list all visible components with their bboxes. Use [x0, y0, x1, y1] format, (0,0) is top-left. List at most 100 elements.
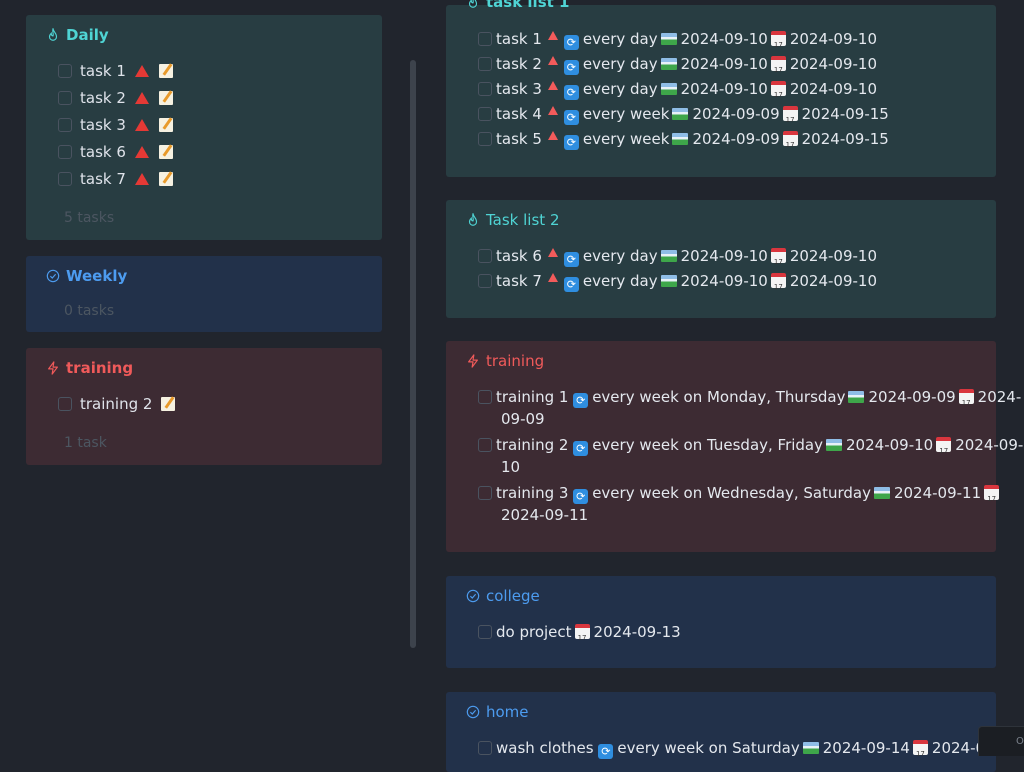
start-date-icon: [826, 439, 843, 451]
priority-high-icon: [547, 81, 558, 90]
repeat-icon: ⟳: [563, 252, 579, 267]
calendar-icon: [782, 131, 798, 156]
daily-title: Daily: [66, 26, 109, 44]
task-checkbox[interactable]: [478, 625, 492, 639]
memo-icon: [161, 397, 176, 411]
task-checkbox[interactable]: [478, 57, 492, 71]
task-checkbox[interactable]: [478, 390, 492, 404]
priority-high-icon: [547, 56, 558, 65]
calendar-icon: [936, 437, 952, 462]
task-checkbox[interactable]: [58, 118, 72, 132]
memo-icon: [158, 172, 173, 186]
task-count: 5 tasks: [64, 210, 115, 226]
task-checkbox[interactable]: [478, 249, 492, 263]
repeat-icon: ⟳: [563, 277, 579, 292]
scrollbar[interactable]: [410, 60, 416, 648]
status-corner[interactable]: O: [978, 726, 1024, 756]
repeat-icon: ⟳: [563, 135, 579, 150]
memo-icon: [158, 91, 173, 105]
home-header[interactable]: home: [466, 703, 529, 721]
home-panel: home wash clothes ⟳ every week on Saturda…: [446, 692, 1019, 772]
task-label: task 2: [80, 89, 126, 107]
flame-icon: [468, 213, 478, 226]
daily-panel: Daily task 1 task 2 task 3 task 6 task 7…: [26, 15, 382, 240]
task-checkbox[interactable]: [58, 64, 72, 78]
repeat-icon: ⟳: [598, 744, 614, 759]
priority-high-icon: [134, 146, 149, 158]
task-list-1-title: task list 1: [486, 0, 570, 11]
priority-high-icon: [547, 248, 558, 257]
task-label: task 3: [80, 116, 126, 134]
table-row: training 1 ⟳ every week on Monday, Thursd…: [478, 386, 1021, 430]
training-header[interactable]: training: [46, 359, 133, 377]
table-row: do project2024-09-13: [478, 621, 681, 649]
priority-high-icon: [547, 31, 558, 40]
task-checkbox[interactable]: [478, 132, 492, 146]
task-checkbox[interactable]: [478, 486, 492, 500]
priority-high-icon: [134, 92, 149, 104]
college-title: college: [486, 587, 540, 605]
task-checkbox[interactable]: [58, 172, 72, 186]
start-date-icon: [660, 83, 677, 95]
check-circle-icon: [466, 705, 480, 719]
task-checkbox[interactable]: [478, 741, 492, 755]
priority-high-icon: [547, 131, 558, 140]
task-checkbox[interactable]: [478, 438, 492, 452]
task-checkbox[interactable]: [478, 82, 492, 96]
calendar-icon: [574, 624, 590, 649]
task-label: task 7: [80, 170, 126, 188]
weekly-header[interactable]: Weekly: [46, 267, 127, 285]
start-date-icon: [660, 33, 677, 45]
check-circle-icon: [466, 589, 480, 603]
memo-icon: [158, 64, 173, 78]
start-date-icon: [672, 108, 689, 120]
start-date-icon: [848, 391, 865, 403]
priority-high-icon: [134, 119, 149, 131]
calendar-icon: [770, 31, 786, 56]
calendar-icon: [912, 740, 928, 765]
start-date-icon: [660, 275, 677, 287]
repeat-icon: ⟳: [573, 393, 589, 408]
calendar-icon: [782, 106, 798, 131]
calendar-icon: [984, 485, 1000, 510]
list-item: training 2: [58, 394, 176, 414]
task-count: 0 tasks: [64, 303, 115, 319]
calendar-icon: [770, 248, 786, 273]
start-date-icon: [660, 58, 677, 70]
start-date-icon: [802, 742, 819, 754]
task-label: training 2: [80, 395, 153, 413]
task-list-2-header[interactable]: Task list 2: [466, 211, 559, 229]
weekly-title: Weekly: [66, 267, 128, 285]
bolt-icon: [48, 361, 58, 375]
task-checkbox[interactable]: [58, 145, 72, 159]
training-list-header[interactable]: training: [466, 352, 544, 370]
task-list-2-panel: Task list 2 task 6⟳every day2024-09-1020…: [446, 200, 996, 318]
memo-icon: [158, 145, 173, 159]
training-list-panel: training training 1 ⟳ every week on Monda…: [446, 341, 1023, 552]
task-checkbox[interactable]: [58, 91, 72, 105]
repeat-icon: ⟳: [573, 441, 589, 456]
calendar-icon: [770, 273, 786, 298]
training-title: training: [66, 359, 134, 377]
priority-high-icon: [547, 106, 558, 115]
task-checkbox[interactable]: [58, 397, 72, 411]
flame-icon: [468, 0, 478, 8]
college-panel: college do project2024-09-13: [446, 576, 996, 668]
daily-header[interactable]: Daily: [46, 26, 109, 44]
task-label: task 6: [80, 143, 126, 161]
task-list-1-header[interactable]: task list 1: [466, 0, 569, 11]
task-checkbox[interactable]: [478, 32, 492, 46]
calendar-icon: [770, 81, 786, 106]
task-checkbox[interactable]: [478, 107, 492, 121]
table-row: training 2 ⟳ every week on Tuesday, Frida…: [478, 434, 1023, 478]
list-item: task 6: [58, 142, 173, 162]
college-header[interactable]: college: [466, 587, 540, 605]
task-list-2-title: Task list 2: [486, 211, 560, 229]
task-checkbox[interactable]: [478, 274, 492, 288]
